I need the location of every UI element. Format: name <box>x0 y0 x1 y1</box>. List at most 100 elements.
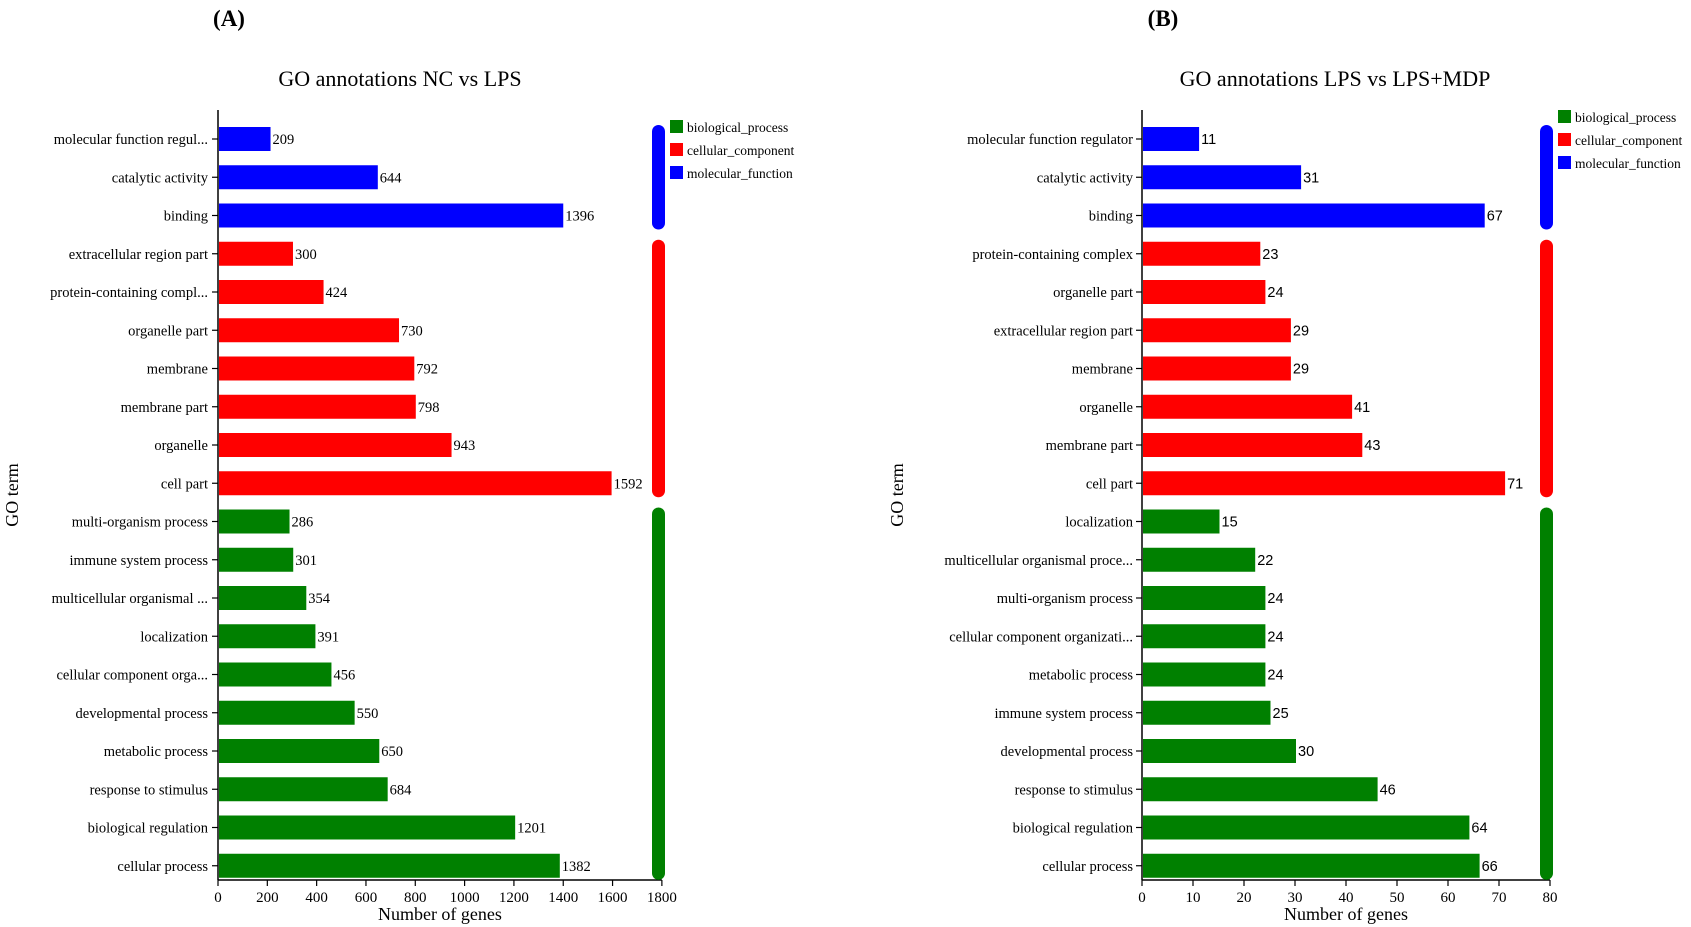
data-label: 31 <box>1303 170 1319 186</box>
category-label: biological regulation <box>1013 821 1134 837</box>
category-label: organelle <box>1079 400 1133 416</box>
data-label: 456 <box>333 668 355 684</box>
category-label: cell part <box>161 476 208 492</box>
x-tick-label: 1800 <box>647 890 677 906</box>
category-label: membrane <box>1072 362 1133 378</box>
bar-cellular-component <box>219 241 293 266</box>
category-label: extracellular region part <box>994 323 1133 339</box>
bar-biological-process <box>219 509 290 534</box>
data-label: 15 <box>1222 515 1238 531</box>
y-axis-label: GO term <box>2 463 22 526</box>
category-label: cellular process <box>1042 859 1133 875</box>
data-label: 1382 <box>562 859 591 875</box>
data-label: 391 <box>317 629 339 645</box>
data-label: 24 <box>1267 285 1283 301</box>
x-tick-label: 30 <box>1288 890 1303 906</box>
data-label: 286 <box>292 515 314 531</box>
x-tick-label: 400 <box>305 890 328 906</box>
group-bracket-cellular-component <box>1540 239 1553 498</box>
category-label: response to stimulus <box>1015 782 1134 798</box>
group-bracket-biological-process <box>652 507 665 880</box>
x-tick-label: 0 <box>1138 890 1146 906</box>
bar-cellular-component <box>1143 318 1291 343</box>
chart-panel-a: (A) GO annotations NC vs LPS 0 200 400 600 800… <box>2 6 794 924</box>
bar-molecular-function <box>1143 127 1200 151</box>
x-tick-label: 60 <box>1441 890 1456 906</box>
data-label: 24 <box>1267 668 1283 684</box>
x-tick-label: 1200 <box>499 890 529 906</box>
category-label: immune system process <box>994 706 1133 722</box>
bar-molecular-function <box>219 203 564 228</box>
category-label: binding <box>164 209 208 225</box>
data-label: 644 <box>380 170 403 186</box>
bar-biological-process <box>219 700 355 725</box>
category-label: cellular component orga... <box>56 668 208 684</box>
bar-cellular-component <box>219 394 416 419</box>
category-label: biological regulation <box>88 821 209 837</box>
category-label: catalytic activity <box>1037 170 1134 186</box>
chart-title: GO annotations NC vs LPS <box>278 66 521 91</box>
bar-cellular-component <box>219 433 452 457</box>
bar-biological-process <box>1143 853 1480 878</box>
category-label: membrane part <box>1046 438 1133 454</box>
group-bracket-molecular-function <box>652 125 665 230</box>
data-label: 24 <box>1267 629 1283 645</box>
chart-panel-b: (B) GO annotations LPS vs LPS+MDP 0 10 20 30 4… <box>887 6 1682 924</box>
data-label: 550 <box>357 706 379 722</box>
data-label: 798 <box>418 400 440 416</box>
bar-biological-process <box>1143 739 1296 763</box>
bar-biological-process <box>1143 700 1271 725</box>
x-tick-label: 200 <box>256 890 279 906</box>
category-label: immune system process <box>69 553 208 569</box>
x-tick-label: 20 <box>1237 890 1252 906</box>
data-label: 650 <box>381 744 403 760</box>
data-label: 22 <box>1257 553 1273 569</box>
x-tick-label: 80 <box>1543 890 1558 906</box>
x-tick-label: 600 <box>355 890 378 906</box>
x-tick-label: 10 <box>1186 890 1201 906</box>
group-bracket-molecular-function <box>1540 125 1553 230</box>
category-label: organelle <box>154 438 208 454</box>
category-label: extracellular region part <box>69 247 208 263</box>
data-label: 209 <box>273 132 295 148</box>
category-label: multi-organism process <box>997 591 1134 607</box>
data-label: 25 <box>1273 706 1289 722</box>
bar-biological-process <box>1143 624 1266 649</box>
group-bracket-biological-process <box>1540 507 1553 880</box>
y-axis-label: GO term <box>887 463 907 526</box>
bar-biological-process <box>1143 815 1470 840</box>
x-tick-label: 70 <box>1492 890 1507 906</box>
bar-cellular-component <box>1143 433 1363 457</box>
bar-biological-process <box>219 624 316 649</box>
data-label: 66 <box>1482 859 1498 875</box>
legend-label: molecular_function <box>1575 156 1681 171</box>
category-label: binding <box>1089 209 1133 225</box>
category-label: protein-containing compl... <box>50 285 208 301</box>
x-axis-label: Number of genes <box>1284 904 1408 924</box>
data-label: 29 <box>1293 362 1309 378</box>
data-label: 1396 <box>565 209 594 225</box>
panel-label: (A) <box>213 6 245 31</box>
legend-swatch <box>1558 110 1571 123</box>
category-label: multicellular organismal proce... <box>944 553 1133 569</box>
data-label: 43 <box>1364 438 1380 454</box>
legend-swatch <box>670 120 683 133</box>
data-label: 792 <box>416 362 438 378</box>
category-label: localization <box>1065 515 1133 531</box>
x-tick-label: 1400 <box>548 890 578 906</box>
category-label: protein-containing complex <box>972 247 1133 263</box>
x-tick-label: 1000 <box>450 890 480 906</box>
group-bracket-cellular-component <box>652 239 665 498</box>
legend-label: biological_process <box>687 120 788 135</box>
bar-cellular-component <box>219 356 415 381</box>
bar-cellular-component <box>1143 241 1261 266</box>
data-label: 301 <box>295 553 317 569</box>
category-label: membrane <box>147 362 208 378</box>
legend-label: cellular_component <box>687 143 794 158</box>
category-label: developmental process <box>76 706 209 722</box>
category-label: membrane part <box>121 400 208 416</box>
data-label: 24 <box>1267 591 1283 607</box>
data-label: 730 <box>401 323 423 339</box>
bar-cellular-component <box>1143 394 1353 419</box>
